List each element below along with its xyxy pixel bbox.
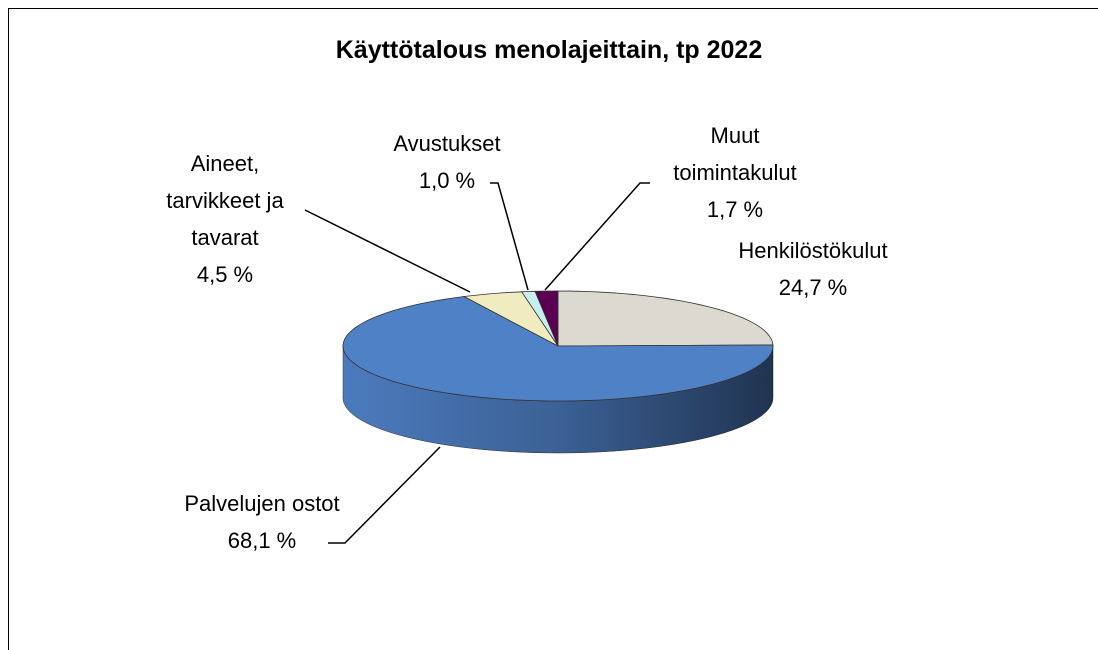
data-label: Avustukset 1,0 % xyxy=(367,125,527,199)
data-label: Aineet, tarvikkeet ja tavarat 4,5 % xyxy=(150,145,300,293)
category-label: Avustukset xyxy=(393,131,501,156)
value-label: 68,1 % xyxy=(227,528,297,553)
slice xyxy=(342,296,774,402)
value-label: 1,7 % xyxy=(706,197,764,222)
leader-line xyxy=(544,182,650,291)
data-label: Henkilöstökulut 24,7 % xyxy=(703,232,923,306)
slice xyxy=(557,290,774,347)
value-label: 4,5 % xyxy=(196,262,254,287)
category-label: Muut toimintakulut xyxy=(673,123,797,185)
slice-side-shade xyxy=(343,346,773,453)
value-label: 1,0 % xyxy=(418,168,476,193)
chart-title: Käyttötalous menolajeittain, tp 2022 xyxy=(335,36,763,64)
slice xyxy=(462,291,559,347)
category-label: Henkilöstökulut xyxy=(738,238,888,263)
category-label: Palvelujen ostot xyxy=(184,491,340,516)
leader-line xyxy=(490,182,529,291)
leader-line xyxy=(304,209,471,293)
category-label: Aineet, tarvikkeet ja tavarat xyxy=(166,151,284,250)
chart-border xyxy=(8,8,1098,650)
slice xyxy=(534,290,559,347)
leader-line xyxy=(328,446,441,544)
data-label: Palvelujen ostot 68,1 % xyxy=(132,485,392,559)
data-label: Muut toimintakulut 1,7 % xyxy=(660,117,810,228)
value-label: 24,7 % xyxy=(778,275,848,300)
